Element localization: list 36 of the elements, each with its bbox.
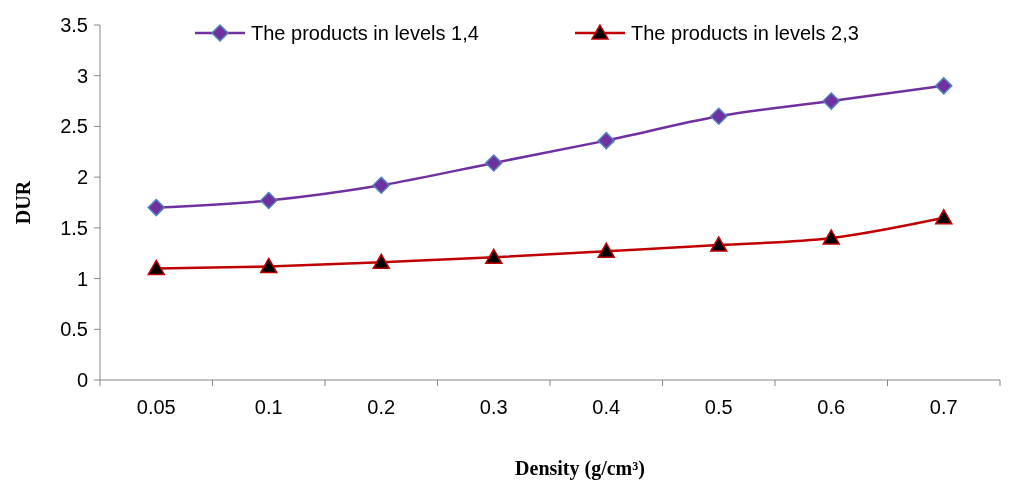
point (372, 176, 390, 195)
point (710, 107, 728, 126)
x-tick-label: 0.1 (254, 396, 283, 418)
point (147, 259, 165, 276)
y-tick-label: 3.5 (60, 14, 88, 36)
point (597, 242, 615, 258)
x-tick-label: 0.6 (817, 396, 846, 418)
x-axis-title: Density (g/cm³) (515, 457, 645, 480)
y-tick-label: 3 (76, 64, 88, 87)
x-tick-label: 0.4 (592, 396, 621, 418)
point (822, 92, 840, 110)
x-tick-label: 0.05 (136, 396, 176, 418)
y-tick-label: 0 (76, 369, 88, 391)
x-tick-label: 0.3 (479, 396, 508, 418)
y-axis-title: DUR (12, 180, 34, 225)
x-tick-label: 0.2 (367, 396, 396, 418)
x-tick-label: 0.7 (929, 396, 958, 418)
y-tick-label: 1.5 (60, 216, 88, 239)
point (260, 191, 278, 210)
point (485, 248, 503, 265)
point (372, 253, 390, 270)
legend-label: The products in levels 2,3 (631, 22, 859, 44)
point (597, 131, 615, 150)
y-tick-label: 1 (76, 267, 88, 290)
y-tick-label: 0.5 (60, 318, 88, 341)
point (710, 236, 728, 252)
point (822, 229, 840, 245)
point (935, 208, 953, 225)
point (935, 77, 953, 95)
y-tick-label: 2.5 (60, 115, 88, 138)
point (147, 198, 165, 217)
point (485, 154, 503, 172)
point (260, 257, 278, 274)
y-tick-label: 2 (76, 166, 88, 189)
legend-label: The products in levels 1,4 (251, 22, 479, 44)
x-tick-label: 0.5 (704, 396, 733, 418)
